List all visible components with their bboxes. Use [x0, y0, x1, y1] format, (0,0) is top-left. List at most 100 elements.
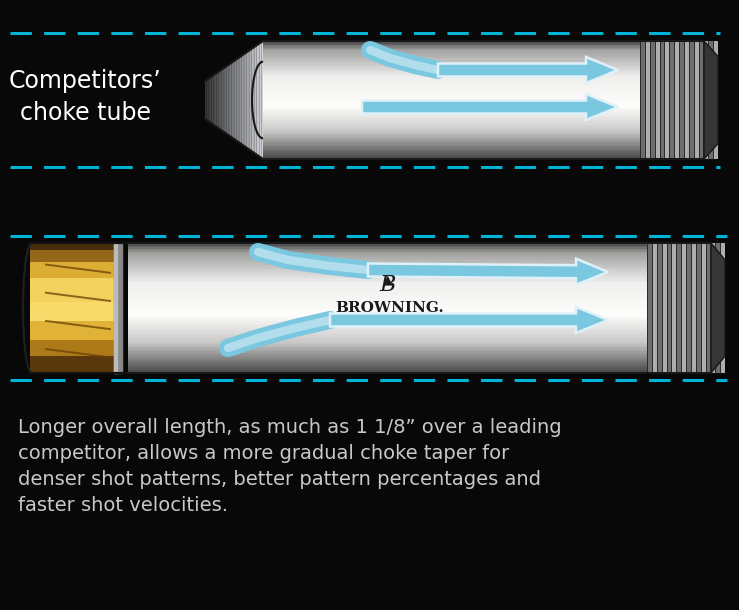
Bar [128, 253, 647, 255]
Bar [128, 315, 647, 317]
Bar [679, 41, 684, 159]
Bar [128, 363, 647, 365]
Polygon shape [230, 63, 231, 137]
Bar [30, 361, 114, 364]
Bar [263, 155, 640, 157]
Bar [263, 138, 640, 140]
Bar [263, 84, 640, 86]
Bar [263, 108, 640, 110]
Text: BROWNING.: BROWNING. [336, 301, 444, 315]
Bar [263, 99, 640, 101]
Bar [263, 96, 640, 98]
Text: faster shot velocities.: faster shot velocities. [18, 496, 228, 515]
Bar [128, 246, 647, 248]
Bar [652, 243, 657, 373]
Bar [30, 314, 114, 317]
Text: Longer overall length, as much as 1 1/8” over a leading: Longer overall length, as much as 1 1/8”… [18, 418, 562, 437]
Bar [263, 116, 640, 118]
Bar [128, 312, 647, 314]
Bar [128, 266, 647, 268]
Bar [128, 327, 647, 329]
Polygon shape [368, 259, 608, 285]
Bar [30, 309, 114, 312]
Bar [655, 41, 659, 159]
Bar [128, 305, 647, 307]
Bar [30, 331, 114, 333]
Text: Competitors’
choke tube: Competitors’ choke tube [9, 69, 161, 125]
Bar [128, 308, 647, 310]
Bar [263, 62, 640, 64]
Bar [263, 90, 640, 92]
Bar [30, 323, 114, 326]
Polygon shape [235, 59, 236, 141]
Bar [263, 46, 640, 48]
Bar [128, 269, 647, 271]
Bar [30, 285, 114, 289]
Bar [128, 324, 647, 326]
Bar [30, 288, 114, 291]
Bar [128, 370, 647, 372]
Polygon shape [711, 243, 725, 373]
Bar [128, 318, 647, 320]
Polygon shape [223, 67, 225, 132]
Bar [263, 127, 640, 129]
Bar [30, 304, 114, 307]
Bar [128, 332, 647, 334]
Bar [128, 279, 647, 281]
Bar [30, 295, 114, 298]
Polygon shape [217, 72, 218, 128]
Polygon shape [215, 73, 217, 127]
Bar [128, 345, 647, 348]
Bar [263, 129, 640, 131]
Bar [128, 291, 647, 293]
Bar [263, 122, 640, 124]
Bar [667, 243, 671, 373]
Bar [263, 152, 640, 154]
Bar [263, 118, 640, 120]
Polygon shape [205, 80, 207, 120]
Polygon shape [251, 48, 253, 152]
Bar [128, 249, 647, 251]
Bar [676, 243, 681, 373]
Bar [263, 87, 640, 88]
Bar [661, 243, 667, 373]
Bar [263, 58, 640, 60]
Bar [674, 41, 679, 159]
Bar [30, 340, 114, 343]
Bar [263, 49, 640, 51]
Bar [128, 247, 647, 249]
Bar [128, 367, 647, 369]
Polygon shape [362, 94, 618, 120]
Bar [30, 278, 114, 281]
Bar [263, 134, 640, 136]
Bar [263, 76, 640, 78]
Bar [263, 133, 640, 135]
Bar [263, 41, 640, 43]
Bar [695, 243, 701, 373]
Bar [263, 70, 640, 71]
Bar [128, 282, 647, 284]
Bar [30, 262, 114, 265]
Bar [263, 112, 640, 113]
Bar [128, 281, 647, 282]
Bar [263, 75, 640, 77]
Bar [30, 293, 114, 295]
Bar [30, 255, 114, 257]
Bar [263, 121, 640, 123]
Bar [263, 51, 640, 53]
Bar [128, 256, 647, 258]
Bar [263, 56, 640, 57]
Bar [263, 126, 640, 128]
Bar [30, 302, 114, 305]
Bar [263, 98, 640, 99]
Bar [263, 158, 640, 159]
Bar [128, 257, 647, 259]
Bar [128, 328, 647, 330]
Bar [128, 304, 647, 306]
Bar [30, 264, 114, 267]
Polygon shape [239, 56, 242, 144]
Bar [263, 130, 640, 132]
Bar [128, 362, 647, 364]
Bar [263, 44, 640, 45]
Polygon shape [207, 79, 208, 121]
